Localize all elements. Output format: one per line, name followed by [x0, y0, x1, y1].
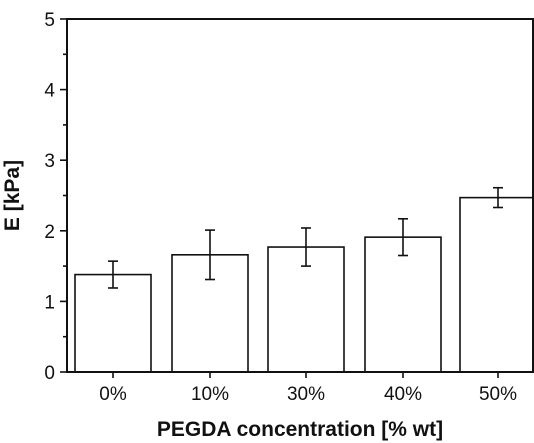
bar-0 — [74, 273, 152, 373]
error-bars — [108, 186, 503, 289]
y-axis-title: E [kPa] — [1, 160, 24, 231]
bars — [74, 196, 534, 373]
y-tick-label: 2 — [44, 222, 55, 243]
y-tick-label: 3 — [44, 151, 55, 172]
plot-frame — [66, 18, 534, 373]
y-tick-label: 0 — [44, 363, 55, 384]
bar-3 — [364, 236, 442, 373]
x-tick-label: 40% — [384, 384, 422, 405]
bar-4 — [459, 196, 534, 373]
y-tick-label: 4 — [44, 81, 55, 102]
y-tick-label: 1 — [44, 292, 55, 313]
x-axis-title: PEGDA concentration [% wt] — [157, 418, 443, 441]
x-tick-label: 50% — [479, 384, 517, 405]
y-tick-label: 5 — [44, 10, 55, 31]
x-tick-label: 30% — [287, 384, 325, 405]
bar-2 — [267, 246, 345, 373]
x-tick-label: 0% — [99, 384, 127, 405]
x-tick-label: 10% — [191, 384, 229, 405]
